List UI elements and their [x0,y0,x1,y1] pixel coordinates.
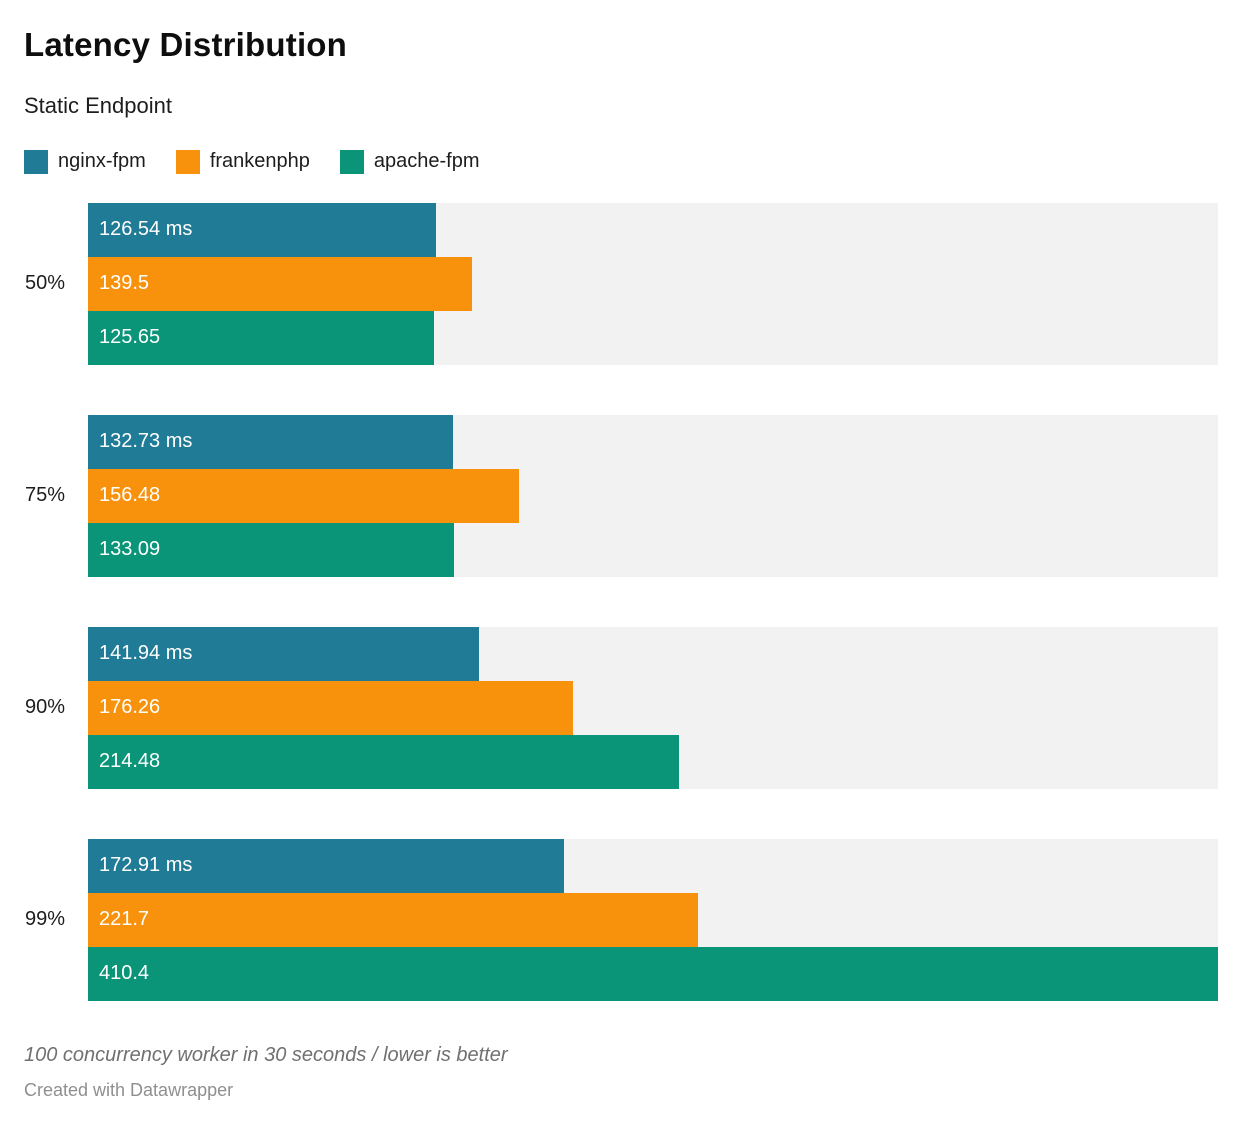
category-label: 75% [24,484,65,507]
legend-label: apache-fpm [373,150,480,173]
bar-value-label: 172.91 ms [99,854,193,877]
bar-value-label: 156.48 [99,484,161,507]
bar-value-label: 176.26 [99,696,161,719]
bar-track: 141.94 ms 176.26 214.48 [88,626,1218,789]
legend-item-apache-fpm: apache-fpm [339,149,480,174]
legend-swatch-frankenphp [175,149,200,174]
bar-nginx-fpm: 141.94 ms [88,626,479,681]
bar-frankenphp: 176.26 [88,680,574,735]
bar-track: 172.91 ms 221.7 410.4 [88,838,1218,1001]
bar-group-90%: 90% 141.94 ms 176.26 214.48 [24,626,1218,789]
bar-frankenphp: 221.7 [88,892,699,947]
bar-frankenphp: 139.5 [88,256,473,311]
bar-apache-fpm: 410.4 [88,946,1218,1001]
footer-note: 100 concurrency worker in 30 seconds / l… [24,1043,508,1066]
bar-track: 132.73 ms 156.48 133.09 [88,414,1218,577]
bar-group-75%: 75% 132.73 ms 156.48 133.09 [24,414,1218,577]
chart-subtitle: Static Endpoint [24,92,172,118]
datawrapper-credit: Created with Datawrapper [24,1079,234,1100]
bar-nginx-fpm: 172.91 ms [88,838,565,893]
bar-apache-fpm: 133.09 [88,522,455,577]
legend-label: frankenphp [209,150,310,173]
bar-nginx-fpm: 132.73 ms [88,414,454,469]
bar-group-50%: 50% 126.54 ms 139.5 125.65 [24,202,1218,365]
legend-item-nginx-fpm: nginx-fpm [24,149,146,174]
category-label: 90% [24,696,65,719]
legend-item-frankenphp: frankenphp [175,149,310,174]
bar-frankenphp: 156.48 [88,468,519,523]
bar-value-label: 410.4 [99,962,150,985]
page-title: Latency Distribution [24,26,348,63]
bar-value-label: 139.5 [99,272,150,295]
legend-label: nginx-fpm [58,150,146,173]
category-label: 99% [24,908,65,931]
legend: nginx-fpm frankenphp apache-fpm [24,149,1218,174]
bar-apache-fpm: 214.48 [88,734,679,789]
bar-value-label: 141.94 ms [99,642,193,665]
bar-nginx-fpm: 126.54 ms [88,202,437,257]
category-label: 50% [24,272,65,295]
bar-apache-fpm: 125.65 [88,310,434,365]
legend-swatch-nginx-fpm [24,149,48,174]
bar-value-label: 125.65 [99,326,161,349]
legend-swatch-apache-fpm [339,149,364,174]
bar-value-label: 221.7 [99,908,150,931]
chart: 50% 126.54 ms 139.5 125.65 75% 132.73 ms 156.4… [24,202,1218,1001]
bar-value-label: 133.09 [99,538,161,561]
bar-value-label: 214.48 [99,750,161,773]
bar-value-label: 126.54 ms [99,218,193,241]
bar-group-99%: 99% 172.91 ms 221.7 410.4 [24,838,1218,1001]
bar-value-label: 132.73 ms [99,430,193,453]
bar-track: 126.54 ms 139.5 125.65 [88,202,1218,365]
